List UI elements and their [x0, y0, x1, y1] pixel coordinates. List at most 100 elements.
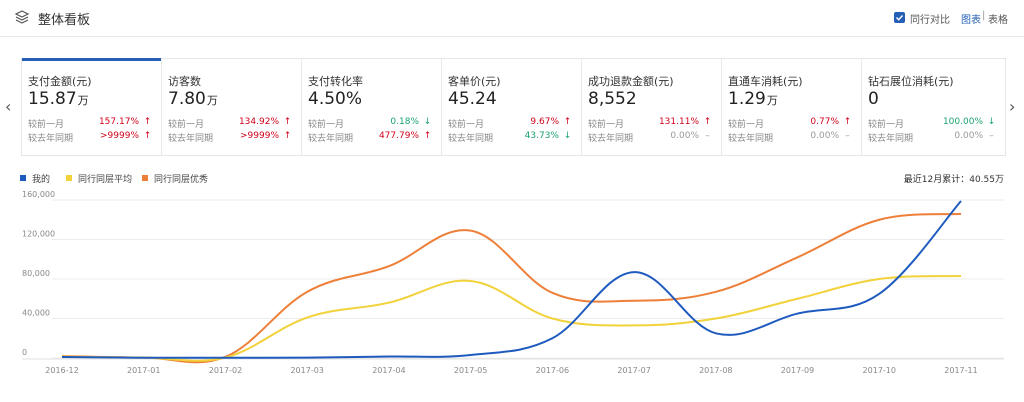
arrow-up-icon: ↑	[283, 131, 292, 141]
metric-card[interactable]: 访客数 7.80万 较前一月 134.92% ↑ 较去年同期 >9999% ↑	[162, 59, 302, 155]
metric-compare-label: 较前一月	[588, 120, 625, 130]
metric-compare-pct: 0.00%	[954, 131, 983, 141]
legend-item[interactable]: 我的	[20, 172, 50, 185]
metric-compare-label: 较去年同期	[868, 134, 914, 144]
metric-compare-pct: 131.11%	[658, 117, 699, 127]
metric-compare-label: 较去年同期	[28, 134, 74, 144]
metric-unit: 万	[766, 94, 778, 107]
metric-compare-label: 较去年同期	[308, 134, 354, 144]
metric-label: 支付转化率	[308, 75, 363, 88]
view-separator: |	[982, 10, 986, 21]
legend-label: 同行同层平均	[78, 175, 133, 185]
metric-value-number: 45.24	[448, 89, 497, 109]
cumulative-total: 最近12月累计：40.55万	[903, 175, 1004, 185]
metric-card[interactable]: 钻石展位消耗(元) 0 较前一月 100.00% ↓ 较去年同期 0.00% –	[862, 59, 1005, 155]
x-tick-label: 2017-08	[699, 366, 732, 375]
arrow-up-icon: ↑	[423, 131, 432, 141]
metric-compare-pct: 0.77%	[810, 117, 839, 127]
arrow-down-icon: ↓	[423, 117, 432, 127]
arrow-down-icon: ↓	[563, 131, 572, 141]
metric-compare-pct: 134.92%	[238, 117, 279, 127]
arrow-up-icon: ↑	[143, 131, 152, 141]
metric-card[interactable]: 客单价(元) 45.24 较前一月 9.67% ↑ 较去年同期 43.73% ↓	[442, 59, 582, 155]
metric-label: 访客数	[168, 75, 201, 88]
metric-compare-pct: 477.79%	[378, 131, 419, 141]
y-tick-label: 120,000	[22, 230, 55, 239]
metric-cards: 支付金额(元) 15.87万 较前一月 157.17% ↑ 较去年同期 >9999% ↑ 访客数…	[21, 58, 1006, 156]
x-tick-label: 2017-04	[372, 366, 405, 375]
dash-icon: –	[989, 131, 994, 141]
metric-value: 8,552	[588, 89, 638, 109]
y-tick-label: 80,000	[22, 269, 50, 278]
x-tick-label: 2017-07	[617, 366, 650, 375]
metric-unit: 万	[77, 94, 89, 107]
compare-label[interactable]: 同行对比	[910, 15, 950, 26]
metric-label: 成功退款金额(元)	[588, 75, 674, 88]
metric-value: 0	[868, 89, 880, 109]
metric-value-number: 4.50%	[308, 89, 363, 109]
checkbox-checked-icon	[896, 15, 904, 21]
metric-compare-label: 较前一月	[28, 120, 65, 130]
y-tick-label: 0	[22, 348, 27, 357]
metric-value-number: 7.80	[168, 89, 206, 109]
x-tick-label: 2017-05	[454, 366, 487, 375]
dash-icon: –	[705, 131, 710, 141]
view-table-link[interactable]: 表格	[988, 15, 1008, 26]
arrow-up-icon: ↑	[283, 117, 292, 127]
metric-card[interactable]: 直通车消耗(元) 1.29万 较前一月 0.77% ↑ 较去年同期 0.00% –	[722, 59, 862, 155]
metric-compare-pct: 0.00%	[670, 131, 699, 141]
series-line	[61, 212, 962, 364]
metric-card[interactable]: 支付转化率 4.50% 较前一月 0.18% ↓ 较去年同期 477.79% ↑	[302, 59, 442, 155]
legend-swatch	[142, 175, 148, 181]
arrow-up-icon: ↑	[143, 117, 152, 127]
dash-icon: –	[845, 131, 850, 141]
metric-compare-label: 较前一月	[168, 120, 205, 130]
metric-compare-label: 较去年同期	[728, 134, 774, 144]
view-chart-link[interactable]: 图表	[961, 15, 981, 26]
page-title: 整体看板	[38, 13, 91, 28]
legend-item[interactable]: 同行同层平均	[66, 172, 132, 185]
metric-compare-label: 较前一月	[308, 120, 345, 130]
x-tick-label: 2017-02	[209, 366, 242, 375]
metric-value-number: 1.29	[728, 89, 766, 109]
y-tick-label: 160,000	[22, 190, 55, 199]
metric-compare-pct: 100.00%	[942, 117, 983, 127]
metric-compare-pct: 43.73%	[524, 131, 559, 141]
metric-value: 4.50%	[308, 89, 363, 109]
y-tick-label: 40,000	[22, 309, 50, 318]
prev-arrow-icon[interactable]: ‹	[5, 97, 12, 116]
arrow-down-icon: ↓	[987, 117, 996, 127]
legend-swatch	[20, 175, 26, 181]
legend-item[interactable]: 同行同层优秀	[142, 172, 208, 185]
metric-compare-label: 较去年同期	[448, 134, 494, 144]
metric-compare-label: 较前一月	[448, 120, 485, 130]
metric-value: 15.87万	[28, 89, 89, 109]
compare-checkbox[interactable]	[894, 12, 905, 23]
metric-label: 钻石展位消耗(元)	[868, 75, 954, 88]
metric-compare-label: 较去年同期	[588, 134, 634, 144]
line-chart: 0 40,000 80,000 120,000 160,000 2016-12 2017-0…	[22, 190, 1004, 375]
series-line	[61, 275, 962, 362]
metric-compare-label: 较前一月	[728, 120, 765, 130]
metric-card[interactable]: 成功退款金额(元) 8,552 较前一月 131.11% ↑ 较去年同期 0.00% –	[582, 59, 722, 155]
arrow-up-icon: ↑	[703, 117, 712, 127]
legend-label: 我的	[32, 175, 51, 185]
arrow-up-icon: ↑	[843, 117, 852, 127]
x-tick-label: 2017-11	[944, 366, 977, 375]
series-line	[61, 200, 962, 359]
arrow-up-icon: ↑	[563, 117, 572, 127]
metric-compare-pct: >9999%	[100, 131, 139, 141]
metric-card[interactable]: 支付金额(元) 15.87万 较前一月 157.17% ↑ 较去年同期 >9999% ↑	[22, 58, 162, 155]
next-arrow-icon[interactable]: ›	[1009, 97, 1016, 116]
x-tick-label: 2017-06	[536, 366, 569, 375]
x-tick-label: 2017-03	[290, 366, 323, 375]
metric-compare-pct: 0.18%	[390, 117, 419, 127]
x-tick-label: 2016-12	[45, 366, 78, 375]
metric-compare-pct: 9.67%	[530, 117, 559, 127]
x-tick-label: 2017-09	[781, 366, 814, 375]
metric-compare-pct: 157.17%	[98, 117, 139, 127]
legend-label: 同行同层优秀	[154, 175, 209, 185]
metric-compare-pct: >9999%	[240, 131, 279, 141]
metric-label: 客单价(元)	[448, 75, 501, 88]
metric-value-number: 8,552	[588, 89, 637, 109]
